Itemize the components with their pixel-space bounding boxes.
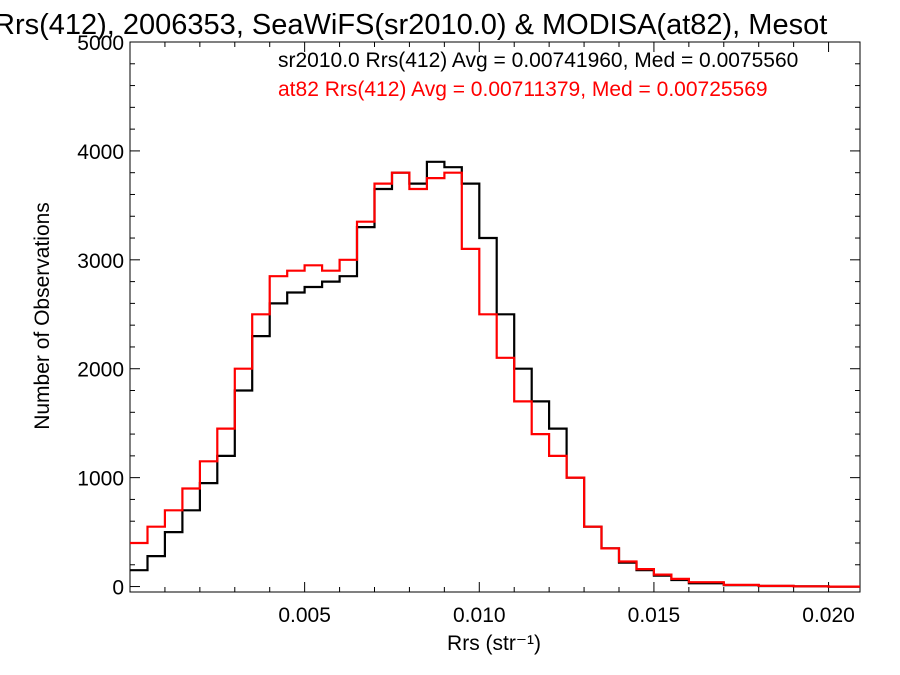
y-tick-label: 4000 xyxy=(77,141,124,164)
y-axis-label: Number of Observations xyxy=(31,202,54,430)
y-tick-label: 5000 xyxy=(77,32,124,55)
y-tick-label: 2000 xyxy=(77,359,124,382)
x-tick-label: 0.015 xyxy=(628,604,681,627)
x-axis: 0.005 0.010 0.015 0.020 xyxy=(164,42,855,627)
series-line-at82 xyxy=(130,171,860,588)
chart-title: Rrs(412), 2006353, SeaWiFS(sr2010.0) & M… xyxy=(0,9,827,41)
legend-entry-at82: at82 Rrs(412) Avg = 0.00711379, Med = 0.… xyxy=(278,78,768,101)
y-tick-label: 1000 xyxy=(77,468,124,491)
x-tick-label: 0.005 xyxy=(278,604,331,627)
y-axis: 0 1000 2000 3000 4000 5000 xyxy=(77,32,860,600)
plot-frame xyxy=(129,41,861,593)
x-tick-label: 0.020 xyxy=(802,604,855,627)
x-axis-label: Rrs (str⁻¹) xyxy=(447,632,541,655)
y-tick-label: 3000 xyxy=(77,250,124,273)
x-tick-label: 0.010 xyxy=(453,604,506,627)
legend-entry-sr2010: sr2010.0 Rrs(412) Avg = 0.00741960, Med … xyxy=(278,49,798,72)
series-line-sr2010 xyxy=(130,160,860,588)
y-tick-label: 0 xyxy=(112,577,124,600)
series-layer xyxy=(129,160,861,588)
